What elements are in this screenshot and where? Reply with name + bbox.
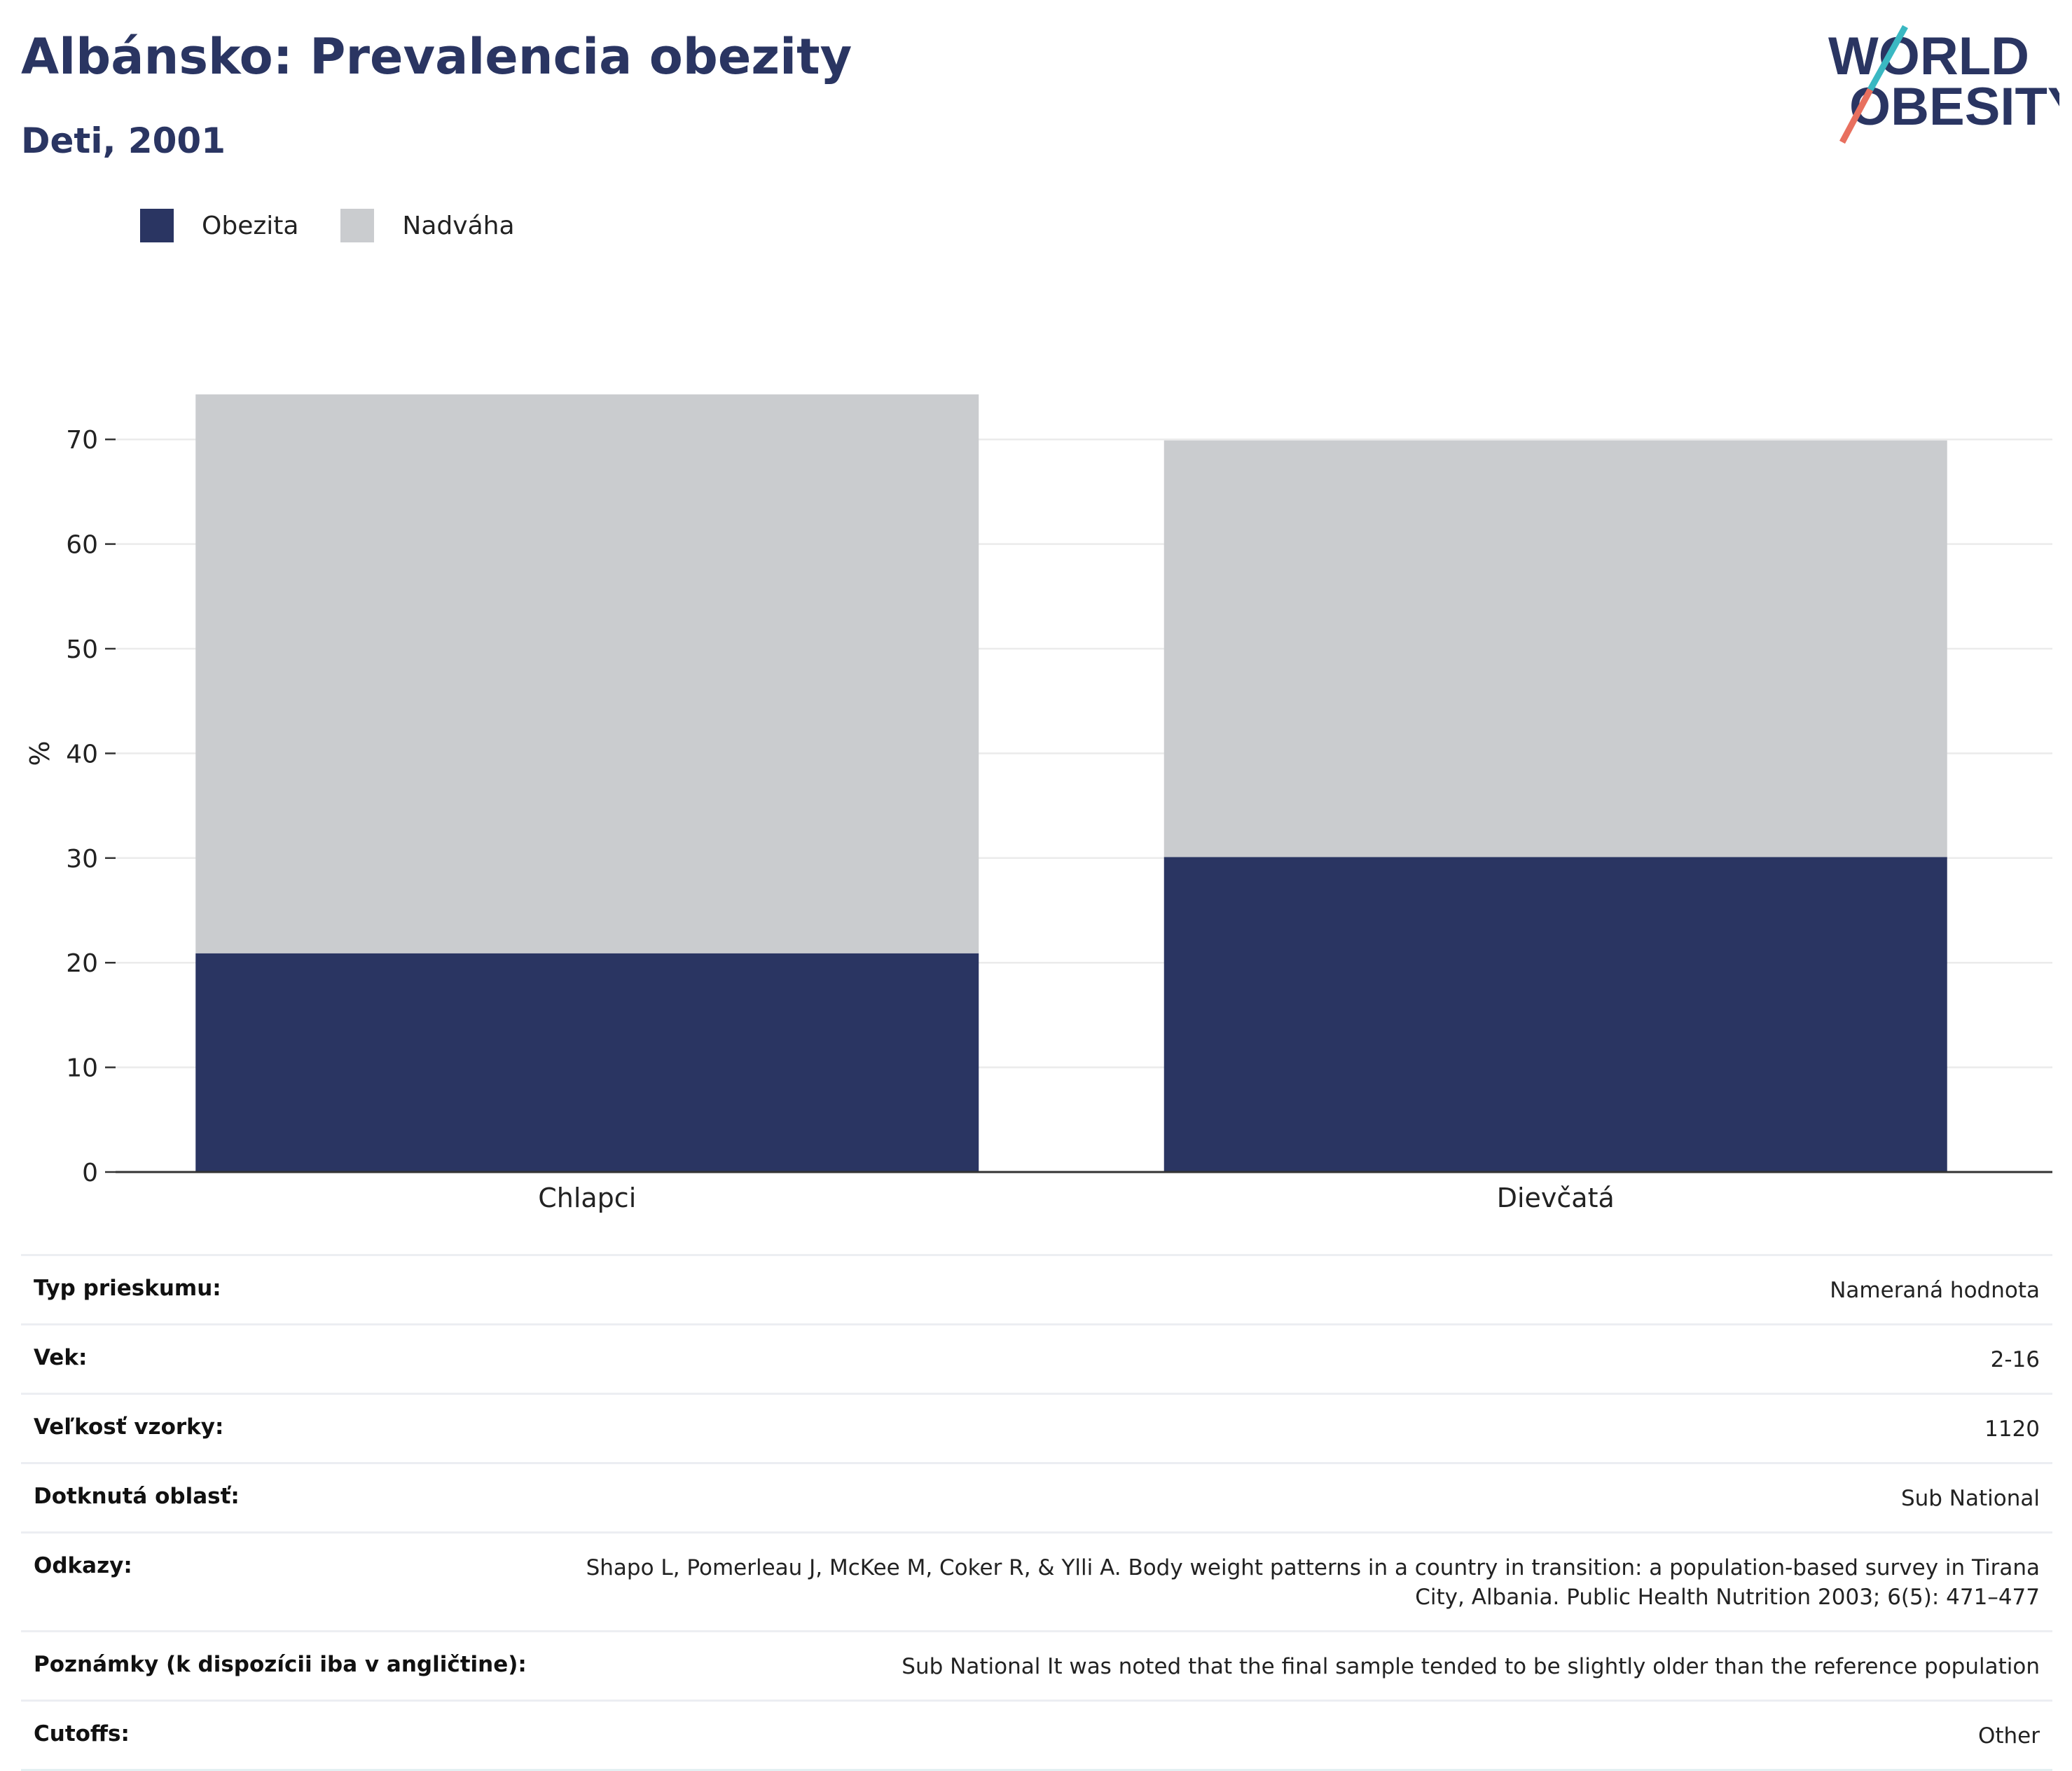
info-value: 2-16 — [1990, 1347, 2040, 1372]
info-value: Sub National It was noted that the final… — [902, 1654, 2040, 1679]
y-tick-label: 50 — [66, 635, 98, 664]
x-category-label: Chlapci — [538, 1183, 636, 1213]
legend-label-obesity: Obezita — [202, 211, 299, 240]
info-key: Odkazy: — [34, 1553, 132, 1578]
legend-item-obesity[interactable]: Obezita — [140, 209, 298, 242]
legend-swatch-obesity — [140, 209, 174, 242]
info-row: Typ prieskumu: Nameraná hodnota — [21, 1254, 2052, 1323]
info-row: Poznámky (k dispozícii iba v angličtine)… — [21, 1630, 2052, 1700]
info-value: Sub National — [1900, 1486, 2040, 1511]
world-obesity-logo: WORLD OBESITY — [1828, 25, 2059, 144]
y-axis-label: % — [25, 740, 55, 766]
bar-overweight-boys — [195, 394, 979, 953]
x-category-label: Dievčatá — [1497, 1183, 1615, 1213]
info-value: Other — [1977, 1723, 2040, 1749]
logo-slash-coral — [1839, 88, 1873, 144]
info-row: Veľkosť vzorky: 1120 — [21, 1393, 2052, 1462]
chart-subtitle: Deti, 2001 — [21, 120, 226, 161]
bar-obesity-girls — [1163, 857, 1947, 1172]
info-value: Shapo L, Pomerleau J, McKee M, Coker R, … — [586, 1555, 2040, 1610]
y-tick-label: 10 — [66, 1054, 98, 1083]
info-value: Nameraná hodnota — [1830, 1278, 2040, 1303]
info-value: 1120 — [1984, 1417, 2040, 1442]
logo-slash-teal — [1867, 25, 1908, 92]
logo-line2: OBESITY — [1849, 77, 2059, 137]
y-tick-label: 20 — [66, 949, 98, 978]
bar-obesity-boys — [195, 953, 979, 1172]
chart-legend: Obezita Nadváha — [140, 209, 557, 242]
info-row: Dotknutá oblasť: Sub National — [21, 1462, 2052, 1531]
legend-swatch-overweight — [340, 209, 375, 242]
info-key: Cutoffs: — [34, 1721, 130, 1746]
info-key: Typ prieskumu: — [34, 1276, 221, 1301]
y-tick-label: 30 — [66, 845, 98, 874]
info-row: Vek: 2-16 — [21, 1323, 2052, 1393]
info-key: Vek: — [34, 1345, 88, 1370]
stacked-bar-chart: 0 10 20 30 40 50 60 70% Chlapci Dievčatá — [25, 394, 2052, 1213]
logo-line1: WORLD — [1828, 27, 2029, 86]
info-key: Dotknutá oblasť: — [34, 1484, 240, 1509]
y-tick-label: 0 — [82, 1159, 98, 1187]
bar-overweight-girls — [1163, 440, 1947, 857]
y-tick-label: 60 — [66, 531, 98, 560]
legend-label-overweight: Nadváha — [402, 211, 515, 240]
y-tick-label: 40 — [66, 740, 98, 769]
info-row: Cutoffs: Other — [21, 1700, 2052, 1771]
legend-item-overweight[interactable]: Nadváha — [340, 209, 515, 242]
info-key: Poznámky (k dispozícii iba v angličtine)… — [34, 1652, 527, 1677]
info-row: Odkazy: Shapo L, Pomerleau J, McKee M, Co… — [21, 1531, 2052, 1630]
chart-title: Albánsko: Prevalencia obezity — [21, 28, 852, 85]
info-key: Veľkosť vzorky: — [34, 1414, 224, 1440]
survey-info-table: Typ prieskumu: Nameraná hodnota Vek: 2-16 Ve… — [21, 1254, 2052, 1771]
y-tick-label: 70 — [66, 426, 98, 455]
